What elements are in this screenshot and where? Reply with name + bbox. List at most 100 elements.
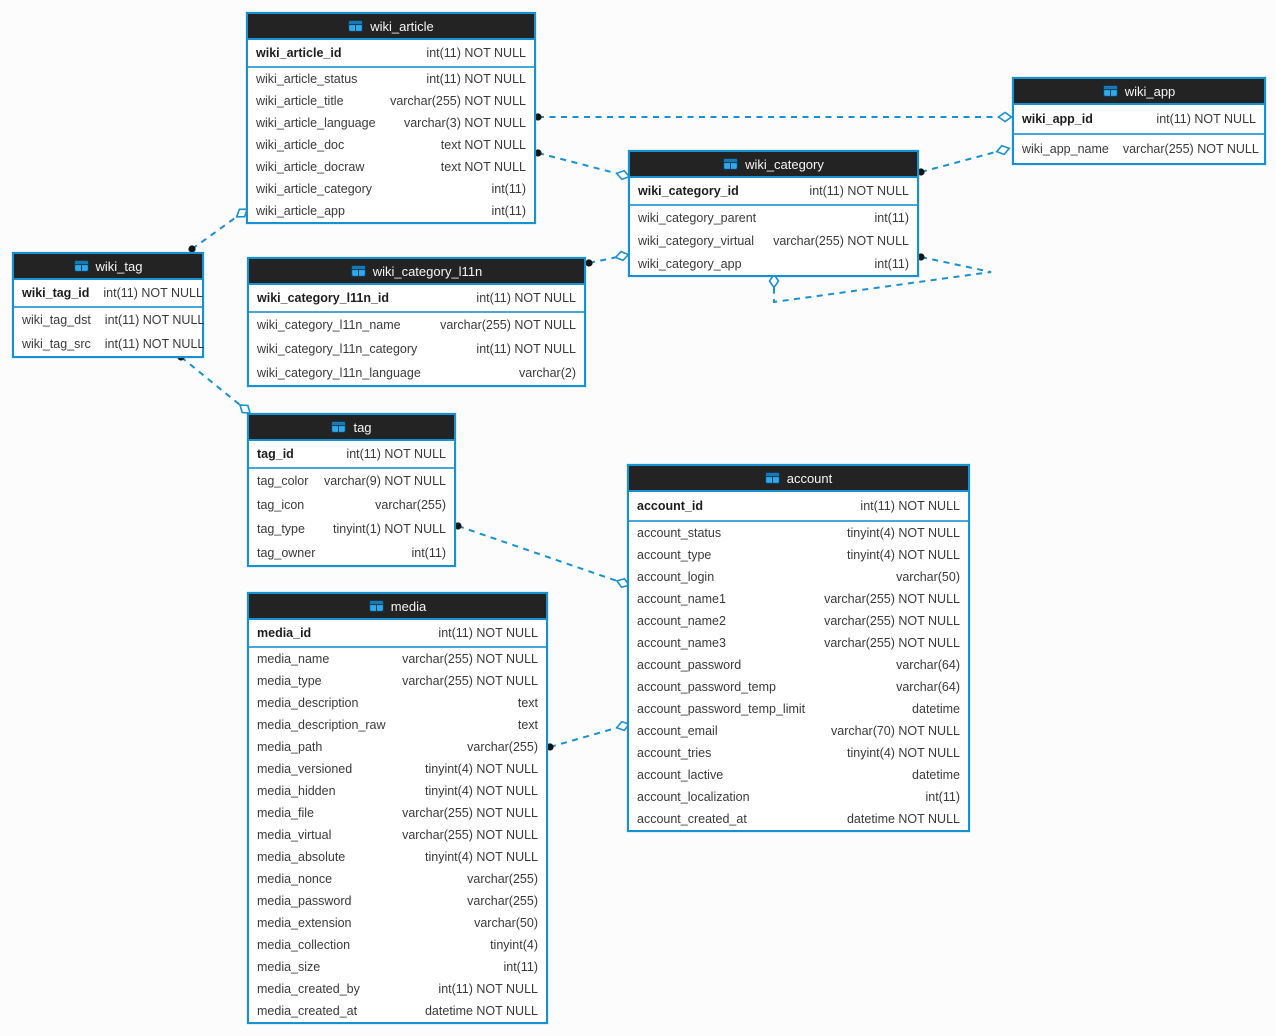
column-type: varchar(70) NOT NULL xyxy=(831,724,960,738)
relationship-wiki_category_l11n-wiki_category[interactable] xyxy=(585,250,630,267)
column-type: tinyint(4) NOT NULL xyxy=(847,746,960,760)
column-row: wiki_tag_src int(11) NOT NULL xyxy=(14,332,205,356)
relationship-wiki_category-wiki_category[interactable] xyxy=(768,253,992,304)
column-type: int(11) NOT NULL xyxy=(104,337,205,351)
endpoint-diamond-icon xyxy=(997,111,1013,123)
column-name: media_absolute xyxy=(257,850,346,864)
column-row: tag_owner int(11) xyxy=(249,541,454,565)
column-type: tinyint(4) NOT NULL xyxy=(425,850,538,864)
column-type: int(11) NOT NULL xyxy=(1156,112,1256,126)
primary-key-section: wiki_article_id int(11) NOT NULL xyxy=(248,40,534,68)
column-row: media_nonce varchar(255) xyxy=(249,868,546,890)
column-name: tag_type xyxy=(257,522,305,536)
column-name: media_extension xyxy=(257,916,352,930)
table-media[interactable]: media media_id int(11) NOT NULL media_name v… xyxy=(247,592,548,1024)
column-row: tag_color varchar(9) NOT NULL xyxy=(249,469,454,493)
primary-key-section: wiki_app_id int(11) NOT NULL xyxy=(1014,105,1264,135)
table-header[interactable]: account xyxy=(629,466,968,492)
primary-key-row: wiki_app_id int(11) NOT NULL xyxy=(1014,105,1264,133)
relationship-media-account[interactable] xyxy=(546,720,631,751)
relationship-line[interactable] xyxy=(180,356,246,410)
column-row: media_name varchar(255) NOT NULL xyxy=(249,648,546,670)
column-row: media_file varchar(255) NOT NULL xyxy=(249,802,546,824)
relationship-hit-area[interactable] xyxy=(192,213,242,249)
relationship-line[interactable] xyxy=(920,149,1004,173)
table-header[interactable]: wiki_category xyxy=(630,152,917,178)
relationship-wiki_article-wiki_app[interactable] xyxy=(534,111,1013,123)
column-row: wiki_article_language varchar(3) NOT NULL xyxy=(248,112,534,134)
table-header[interactable]: media xyxy=(249,594,546,620)
column-type: int(11) NOT NULL xyxy=(104,313,205,327)
column-type: varchar(50) xyxy=(896,570,960,584)
primary-key-section: account_id int(11) NOT NULL xyxy=(629,492,968,522)
column-row: wiki_article_category int(11) xyxy=(248,178,534,200)
column-type: varchar(255) xyxy=(375,498,446,512)
column-row: wiki_category_app int(11) xyxy=(630,252,917,275)
column-type: int(11) NOT NULL xyxy=(426,72,526,86)
endpoint-circle-icon xyxy=(917,168,925,176)
column-name: wiki_article_category xyxy=(256,182,373,196)
relationship-wiki_tag-wiki_article[interactable] xyxy=(188,206,250,253)
column-name: account_id xyxy=(637,499,703,513)
column-row: wiki_category_l11n_name varchar(255) NOT … xyxy=(249,313,584,337)
column-name: wiki_category_id xyxy=(638,184,739,198)
primary-key-section: media_id int(11) NOT NULL xyxy=(249,620,546,648)
relationship-wiki_tag-tag[interactable] xyxy=(177,353,252,416)
column-row: account_created_at datetime NOT NULL xyxy=(629,808,968,830)
column-name: wiki_category_parent xyxy=(638,210,757,225)
table-header[interactable]: tag xyxy=(249,415,454,441)
relationship-line[interactable] xyxy=(549,725,624,748)
table-header[interactable]: wiki_article xyxy=(248,14,534,40)
column-type: int(11) NOT NULL xyxy=(426,46,526,60)
table-wiki_tag[interactable]: wiki_tag wiki_tag_id int(11) NOT NULL wiki_… xyxy=(12,252,204,358)
relationship-line[interactable] xyxy=(191,212,243,250)
endpoint-circle-icon xyxy=(188,245,196,253)
column-row: wiki_article_docraw text NOT NULL xyxy=(248,156,534,178)
table-icon xyxy=(73,260,89,272)
table-wiki_article[interactable]: wiki_article wiki_article_id int(11) NOT N… xyxy=(246,12,536,224)
column-name: tag_id xyxy=(257,447,294,461)
columns-section: media_name varchar(255) NOT NULL media_typ… xyxy=(249,648,546,1022)
columns-section: wiki_tag_dst int(11) NOT NULL wiki_tag_src… xyxy=(14,308,205,356)
table-title: wiki_app xyxy=(1124,83,1176,99)
column-row: media_size int(11) xyxy=(249,956,546,978)
primary-key-row: wiki_tag_id int(11) NOT NULL xyxy=(14,280,203,306)
table-header[interactable]: wiki_category_l11n xyxy=(249,259,584,285)
column-name: account_created_at xyxy=(637,812,747,826)
column-type: datetime NOT NULL xyxy=(424,1004,538,1018)
table-title: account xyxy=(786,470,833,486)
primary-key-section: wiki_category_l11n_id int(11) NOT NULL xyxy=(249,285,584,313)
relationship-line[interactable] xyxy=(773,256,992,304)
table-account[interactable]: account account_id int(11) NOT NULL account… xyxy=(627,464,970,832)
relationship-wiki_category-wiki_app[interactable] xyxy=(917,144,1011,176)
table-wiki_app[interactable]: wiki_app wiki_app_id int(11) NOT NULL wiki_… xyxy=(1012,77,1266,165)
column-row: media_virtual varchar(255) NOT NULL xyxy=(249,824,546,846)
table-title: tag xyxy=(353,419,372,435)
table-header[interactable]: wiki_app xyxy=(1014,79,1264,105)
primary-key-section: wiki_category_id int(11) NOT NULL xyxy=(630,178,917,206)
column-type: varchar(2) xyxy=(519,366,576,380)
column-row: account_name1 varchar(255) NOT NULL xyxy=(629,588,968,610)
column-name: account_login xyxy=(637,570,715,584)
primary-key-row: account_id int(11) NOT NULL xyxy=(629,492,968,520)
table-tag[interactable]: tag tag_id int(11) NOT NULL tag_color varcha… xyxy=(247,413,456,567)
column-name: wiki_article_language xyxy=(256,116,376,130)
column-type: int(11) NOT NULL xyxy=(476,342,576,356)
column-type: varchar(64) xyxy=(896,680,960,694)
table-wiki_category_l11n[interactable]: wiki_category_l11n wiki_category_l11n_id i… xyxy=(247,257,586,387)
relationship-wiki_article-wiki_category[interactable] xyxy=(534,149,631,181)
column-name: account_password_temp xyxy=(637,680,776,694)
column-type: text xyxy=(517,718,538,732)
column-row: account_type tinyint(4) NOT NULL xyxy=(629,544,968,566)
relationship-line[interactable] xyxy=(537,152,624,176)
column-row: wiki_article_status int(11) NOT NULL xyxy=(248,68,534,90)
column-type: tinyint(4) NOT NULL xyxy=(425,762,538,776)
table-header[interactable]: wiki_tag xyxy=(14,254,202,280)
column-name: media_id xyxy=(257,626,312,640)
column-name: wiki_article_id xyxy=(256,46,342,60)
column-row: media_password varchar(255) xyxy=(249,890,546,912)
endpoint-circle-icon xyxy=(585,259,593,267)
table-wiki_category[interactable]: wiki_category wiki_category_id int(11) NOT… xyxy=(628,150,919,277)
columns-section: tag_color varchar(9) NOT NULL tag_icon varc… xyxy=(249,469,454,565)
relationship-tag-account[interactable] xyxy=(454,522,631,589)
